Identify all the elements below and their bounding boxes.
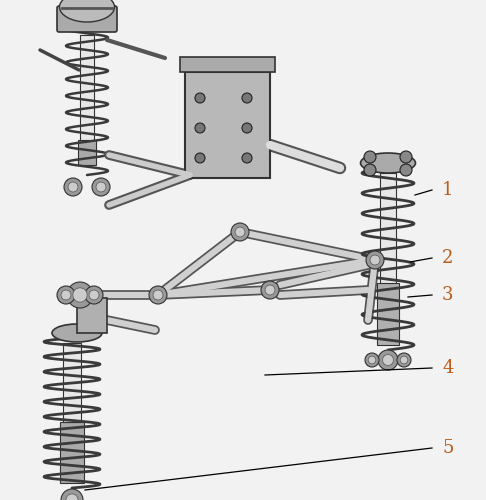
Circle shape [397,353,411,367]
Circle shape [400,164,412,176]
Circle shape [66,494,78,500]
Circle shape [195,123,205,133]
Circle shape [235,227,245,237]
Circle shape [365,353,379,367]
Ellipse shape [59,0,115,22]
Bar [380,173,396,283]
Circle shape [242,93,252,103]
Circle shape [242,123,252,133]
Circle shape [265,285,275,295]
Bar [60,422,84,483]
Circle shape [61,290,71,300]
Circle shape [64,178,82,196]
Bar [80,35,94,140]
Circle shape [89,290,99,300]
Circle shape [195,153,205,163]
Circle shape [364,151,376,163]
Circle shape [67,282,93,308]
Circle shape [68,182,78,192]
Text: 3: 3 [442,286,453,304]
Bar [377,283,399,345]
Circle shape [61,489,83,500]
FancyBboxPatch shape [57,6,117,32]
Circle shape [231,223,249,241]
Circle shape [73,288,87,302]
Text: 4: 4 [442,359,453,377]
Circle shape [149,286,167,304]
Circle shape [57,286,75,304]
Circle shape [261,281,279,299]
Circle shape [242,153,252,163]
Bar [185,72,270,178]
Circle shape [85,286,103,304]
Circle shape [368,356,376,364]
Bar [63,343,81,421]
Bar [180,57,275,72]
Ellipse shape [361,153,416,173]
Circle shape [378,350,398,370]
Bar [77,298,107,333]
Circle shape [382,354,394,366]
Circle shape [400,151,412,163]
Circle shape [400,356,408,364]
Circle shape [364,164,376,176]
Circle shape [96,182,106,192]
Circle shape [370,255,380,265]
Ellipse shape [52,324,102,342]
Text: 2: 2 [442,249,453,267]
Circle shape [366,251,384,269]
Text: 1: 1 [442,181,453,199]
Circle shape [92,178,110,196]
Circle shape [195,93,205,103]
Text: 5: 5 [442,439,453,457]
Bar [78,140,96,165]
Circle shape [153,290,163,300]
